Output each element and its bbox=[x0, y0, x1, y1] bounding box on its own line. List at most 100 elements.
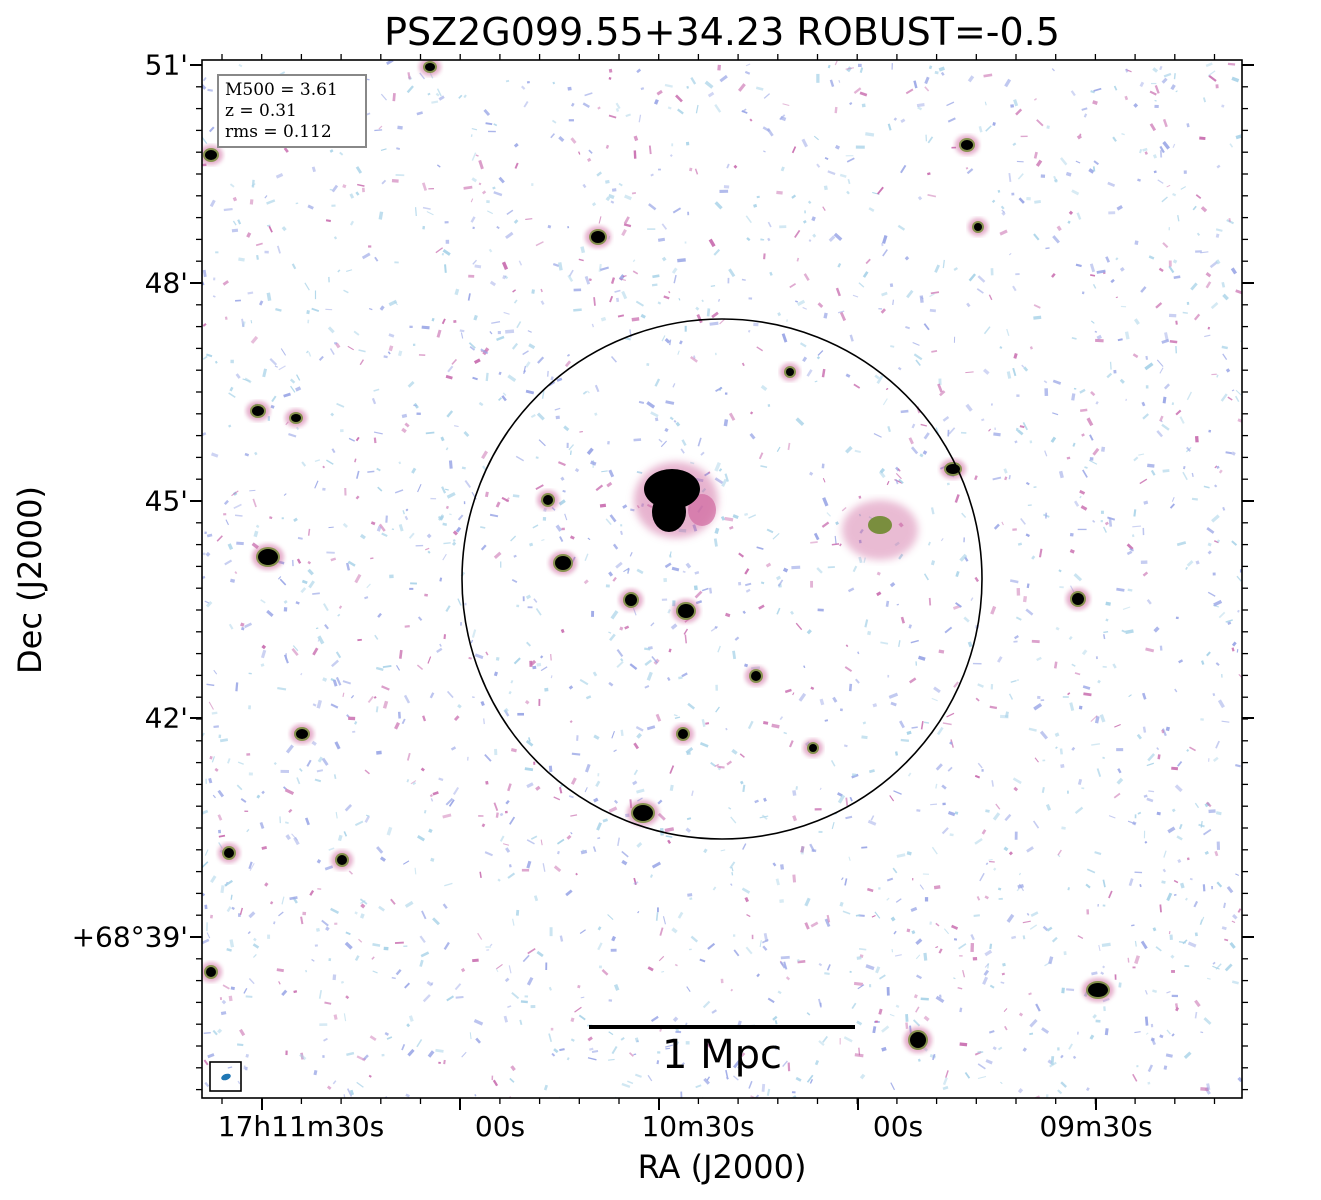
noise-speck bbox=[1171, 766, 1179, 771]
noise-speck bbox=[911, 423, 916, 429]
noise-speck bbox=[330, 907, 340, 915]
noise-speck bbox=[354, 573, 362, 584]
noise-speck bbox=[321, 757, 329, 766]
noise-speck bbox=[1033, 486, 1037, 488]
noise-speck bbox=[478, 182, 482, 186]
noise-speck bbox=[1142, 571, 1149, 577]
noise-speck bbox=[609, 295, 614, 303]
noise-speck bbox=[814, 1060, 820, 1066]
noise-speck bbox=[953, 267, 958, 271]
noise-speck bbox=[1108, 211, 1116, 215]
noise-speck bbox=[255, 242, 263, 247]
noise-speck bbox=[1177, 858, 1182, 864]
noise-speck bbox=[1171, 970, 1175, 973]
noise-speck bbox=[206, 683, 215, 687]
noise-speck bbox=[665, 400, 675, 405]
noise-speck bbox=[765, 562, 772, 568]
noise-speck bbox=[1142, 726, 1147, 733]
noise-speck bbox=[824, 918, 831, 928]
noise-speck bbox=[422, 715, 427, 722]
noise-speck bbox=[1186, 391, 1192, 401]
noise-speck bbox=[630, 508, 635, 512]
noise-speck bbox=[1101, 942, 1111, 948]
noise-speck bbox=[790, 610, 795, 615]
noise-speck bbox=[1089, 457, 1094, 461]
noise-speck bbox=[931, 846, 938, 855]
noise-speck bbox=[787, 442, 791, 451]
noise-speck bbox=[1160, 420, 1163, 423]
noise-speck bbox=[309, 890, 315, 896]
noise-speck bbox=[616, 660, 624, 668]
noise-speck bbox=[560, 628, 565, 634]
noise-speck bbox=[1166, 1029, 1171, 1035]
noise-speck bbox=[1194, 1011, 1198, 1019]
noise-speck bbox=[728, 525, 734, 530]
noise-speck bbox=[888, 692, 899, 699]
noise-speck bbox=[623, 567, 630, 573]
noise-speck bbox=[472, 958, 479, 963]
noise-speck bbox=[380, 148, 387, 151]
noise-speck bbox=[665, 1047, 671, 1050]
noise-speck bbox=[379, 856, 386, 862]
noise-speck bbox=[493, 191, 503, 197]
noise-speck bbox=[1099, 714, 1106, 723]
noise-speck bbox=[241, 318, 245, 328]
noise-speck bbox=[1173, 275, 1181, 280]
noise-speck bbox=[443, 634, 447, 640]
noise-speck bbox=[1161, 880, 1166, 884]
noise-speck bbox=[1015, 427, 1019, 432]
noise-speck bbox=[669, 765, 675, 774]
noise-speck bbox=[977, 1075, 987, 1080]
noise-speck bbox=[1008, 851, 1013, 856]
noise-speck bbox=[1124, 331, 1130, 340]
noise-speck bbox=[989, 943, 993, 950]
noise-speck bbox=[621, 850, 629, 858]
noise-speck bbox=[538, 698, 541, 706]
noise-speck bbox=[231, 906, 235, 911]
noise-speck bbox=[872, 1026, 877, 1034]
noise-speck bbox=[346, 269, 353, 272]
noise-speck bbox=[963, 537, 965, 543]
noise-speck bbox=[782, 1060, 788, 1068]
noise-speck bbox=[468, 342, 476, 349]
noise-speck bbox=[1215, 662, 1220, 666]
noise-speck bbox=[791, 565, 801, 570]
noise-speck bbox=[977, 1051, 984, 1054]
noise-speck bbox=[334, 922, 338, 925]
noise-speck bbox=[974, 576, 980, 583]
noise-speck bbox=[1235, 389, 1242, 396]
noise-speck bbox=[1118, 982, 1122, 988]
noise-speck bbox=[929, 1054, 937, 1059]
noise-speck bbox=[1203, 485, 1210, 489]
source-core bbox=[786, 368, 794, 376]
noise-speck bbox=[569, 450, 572, 455]
noise-speck bbox=[445, 239, 450, 244]
noise-speck bbox=[677, 350, 680, 355]
noise-speck bbox=[874, 374, 880, 380]
noise-speck bbox=[421, 182, 428, 191]
noise-speck bbox=[330, 557, 337, 562]
noise-speck bbox=[686, 751, 691, 755]
noise-speck bbox=[924, 76, 930, 85]
noise-speck bbox=[1045, 803, 1052, 811]
noise-speck bbox=[249, 199, 254, 205]
noise-speck bbox=[862, 271, 869, 278]
noise-speck bbox=[354, 721, 358, 725]
noise-speck bbox=[605, 144, 610, 149]
noise-speck bbox=[1060, 1054, 1064, 1059]
noise-speck bbox=[835, 521, 839, 526]
noise-speck bbox=[232, 220, 237, 226]
noise-speck bbox=[1089, 434, 1094, 441]
noise-speck bbox=[1133, 103, 1139, 108]
noise-speck bbox=[328, 276, 330, 283]
noise-speck bbox=[307, 560, 312, 565]
noise-speck bbox=[665, 1044, 674, 1048]
noise-speck bbox=[253, 937, 257, 942]
noise-speck bbox=[605, 518, 612, 526]
noise-speck bbox=[816, 356, 821, 360]
noise-speck bbox=[1210, 302, 1219, 310]
noise-speck bbox=[444, 221, 449, 224]
noise-speck bbox=[1086, 909, 1090, 915]
noise-speck bbox=[635, 726, 644, 732]
noise-speck bbox=[1069, 702, 1075, 711]
